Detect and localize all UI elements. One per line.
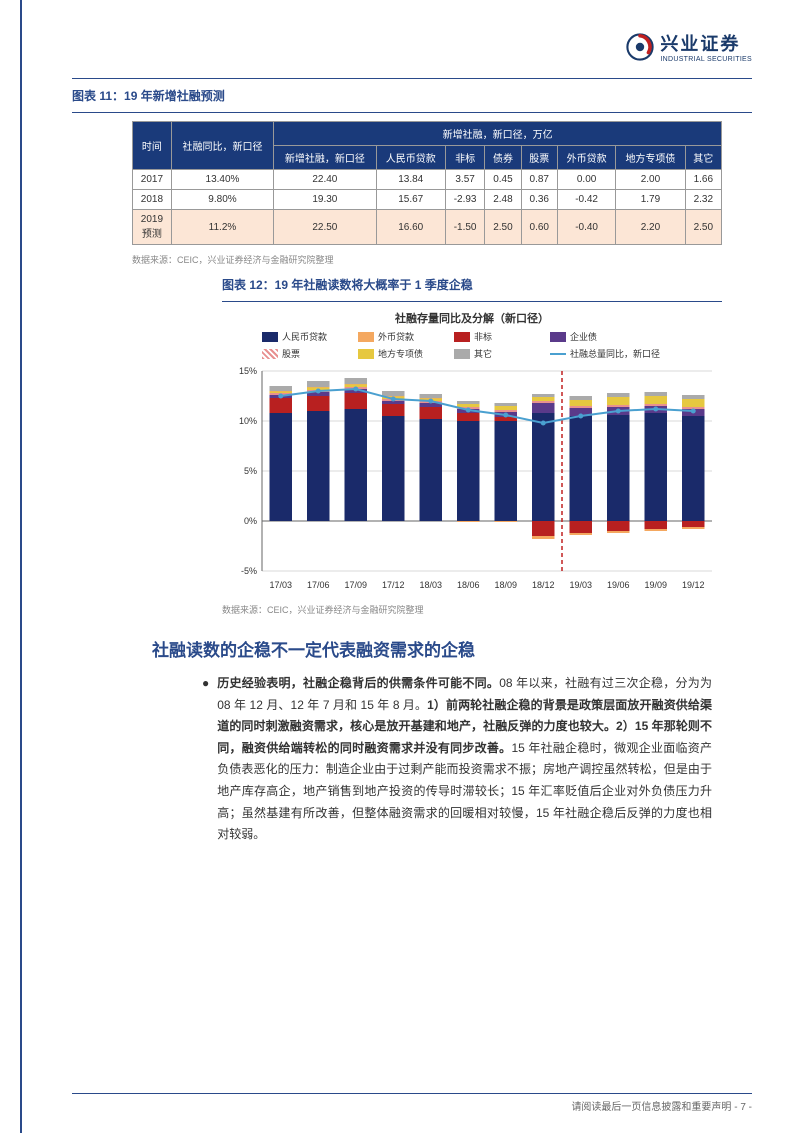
- figure12-chart-title: 社融存量同比及分解（新口径）: [222, 310, 722, 326]
- figure12-chart: -5% 0% 5% 10% 15% 17/03 17/06 17/09 17/12 18/03 18…: [222, 366, 722, 596]
- figure11-table: 时间社融同比，新口径新增社融，新口径，万亿新增社融，新口径人民币贷款非标债券股票…: [132, 121, 722, 245]
- svg-text:18/06: 18/06: [457, 580, 480, 590]
- svg-text:10%: 10%: [239, 416, 257, 426]
- svg-text:19/06: 19/06: [607, 580, 630, 590]
- svg-text:17/03: 17/03: [269, 580, 292, 590]
- figure12-title: 图表 12：19 年社融读数将大概率于 1 季度企稳: [222, 276, 722, 293]
- figure12-source: 数据来源：CEIC，兴业证券经济与金融研究院整理: [222, 603, 752, 616]
- page-footer: 请阅读最后一页信息披露和重要声明 - 7 -: [72, 1093, 752, 1113]
- logo-icon: [626, 33, 654, 61]
- section-body-text: 历史经验表明，社融企稳背后的供需条件可能不同。08 年以来，社融有过三次企稳，分…: [217, 673, 712, 846]
- svg-text:-5%: -5%: [241, 566, 257, 576]
- bullet-icon: ●: [202, 673, 209, 846]
- svg-text:18/12: 18/12: [532, 580, 555, 590]
- logo-text-en: INDUSTRIAL SECURITIES: [660, 56, 752, 63]
- figure12-legend: 人民币贷款外币贷款非标企业债股票地方专项债其它社融总量同比，新口径: [262, 330, 682, 360]
- figure11-source: 数据来源：CEIC，兴业证券经济与金融研究院整理: [132, 253, 752, 266]
- svg-text:5%: 5%: [244, 466, 257, 476]
- section-body: ● 历史经验表明，社融企稳背后的供需条件可能不同。08 年以来，社融有过三次企稳…: [202, 673, 712, 846]
- svg-text:15%: 15%: [239, 366, 257, 376]
- logo: 兴业证券 INDUSTRIAL SECURITIES: [626, 30, 752, 63]
- svg-text:17/09: 17/09: [344, 580, 367, 590]
- svg-text:19/09: 19/09: [644, 580, 667, 590]
- svg-text:18/09: 18/09: [494, 580, 517, 590]
- page-header: 兴业证券 INDUSTRIAL SECURITIES: [72, 30, 752, 63]
- svg-text:0%: 0%: [244, 516, 257, 526]
- svg-text:18/03: 18/03: [419, 580, 442, 590]
- logo-text-cn: 兴业证券: [660, 30, 752, 56]
- svg-text:17/12: 17/12: [382, 580, 405, 590]
- svg-text:19/03: 19/03: [569, 580, 592, 590]
- figure11-title: 图表 11：19 年新增社融预测: [72, 87, 752, 104]
- svg-text:19/12: 19/12: [682, 580, 705, 590]
- svg-text:17/06: 17/06: [307, 580, 330, 590]
- section-title: 社融读数的企稳不一定代表融资需求的企稳: [152, 636, 752, 661]
